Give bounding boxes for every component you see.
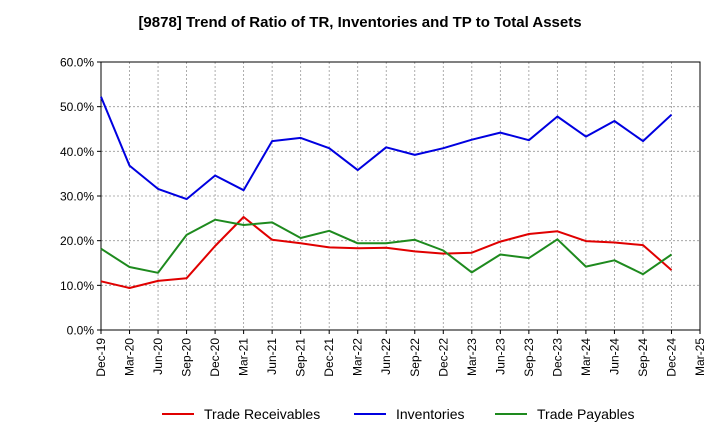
x-tick-label: Dec-22 — [436, 338, 450, 377]
legend-label: Trade Receivables — [204, 406, 320, 422]
x-tick-label: Jun-23 — [493, 338, 507, 375]
chart-title: [9878] Trend of Ratio of TR, Inventories… — [138, 14, 582, 31]
y-tick-label: 60.0% — [60, 56, 94, 70]
x-tick-label: Jun-21 — [265, 338, 279, 375]
y-tick-label: 20.0% — [60, 234, 94, 248]
x-tick-label: Dec-21 — [322, 338, 336, 377]
x-tick-label: Sep-22 — [408, 338, 422, 377]
x-tick-label: Sep-23 — [522, 338, 536, 377]
series-line-inventories — [100, 96, 673, 201]
x-tick-label: Dec-19 — [94, 338, 108, 377]
x-tick-label: Jun-20 — [151, 338, 165, 375]
x-tick-label: Mar-25 — [693, 338, 707, 376]
y-tick-label: 10.0% — [60, 279, 94, 293]
y-tick-label: 40.0% — [60, 145, 94, 159]
y-tick-label: 0.0% — [67, 324, 95, 338]
x-tick-label: Jun-24 — [607, 338, 621, 375]
x-tick-label: Mar-24 — [579, 338, 593, 376]
series-line-trade-payables — [100, 218, 673, 276]
legend-label: Inventories — [396, 406, 464, 422]
y-tick-label: 30.0% — [60, 190, 94, 204]
x-tick-label: Dec-20 — [208, 338, 222, 377]
x-tick-label: Jun-22 — [379, 338, 393, 375]
series-line-trade-receivables — [100, 216, 673, 289]
plot-area — [101, 62, 700, 330]
x-tick-label: Mar-23 — [465, 338, 479, 376]
x-tick-label: Mar-20 — [123, 338, 137, 376]
x-tick-label: Sep-24 — [636, 338, 650, 377]
x-tick-label: Sep-20 — [180, 338, 194, 377]
legend-label: Trade Payables — [537, 406, 635, 422]
y-tick-label: 50.0% — [60, 100, 94, 114]
x-tick-label: Sep-21 — [294, 338, 308, 377]
x-tick-label: Mar-21 — [237, 338, 251, 376]
x-tick-label: Dec-24 — [664, 338, 678, 377]
x-tick-label: Mar-22 — [351, 338, 365, 376]
x-tick-label: Dec-23 — [550, 338, 564, 377]
